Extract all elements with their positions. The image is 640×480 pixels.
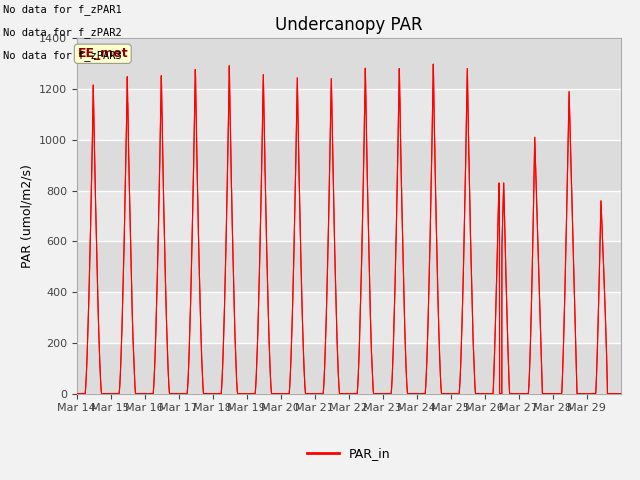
Bar [77, 343, 621, 394]
Bar [77, 140, 621, 191]
Bar [77, 292, 621, 343]
Text: No data for f_zPAR2: No data for f_zPAR2 [3, 27, 122, 38]
Bar [77, 191, 621, 241]
Bar [77, 241, 621, 292]
Bar [77, 89, 621, 140]
Title: Undercanopy PAR: Undercanopy PAR [275, 16, 422, 34]
Legend: PAR_in: PAR_in [302, 443, 396, 466]
Y-axis label: PAR (umol/m2/s): PAR (umol/m2/s) [20, 164, 33, 268]
Bar [77, 38, 621, 89]
Text: EE_met: EE_met [77, 47, 128, 60]
Text: No data for f_zPAR1: No data for f_zPAR1 [3, 4, 122, 15]
Text: No data for f_zPAR3: No data for f_zPAR3 [3, 50, 122, 61]
